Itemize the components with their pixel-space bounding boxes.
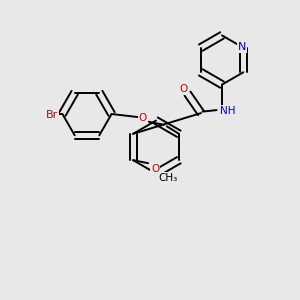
Text: O: O bbox=[180, 84, 188, 94]
Text: O: O bbox=[151, 164, 159, 174]
Text: NH: NH bbox=[220, 106, 235, 116]
Text: O: O bbox=[139, 113, 147, 123]
Text: Br: Br bbox=[46, 110, 58, 120]
Text: CH₃: CH₃ bbox=[158, 173, 177, 183]
Text: N: N bbox=[238, 42, 246, 52]
